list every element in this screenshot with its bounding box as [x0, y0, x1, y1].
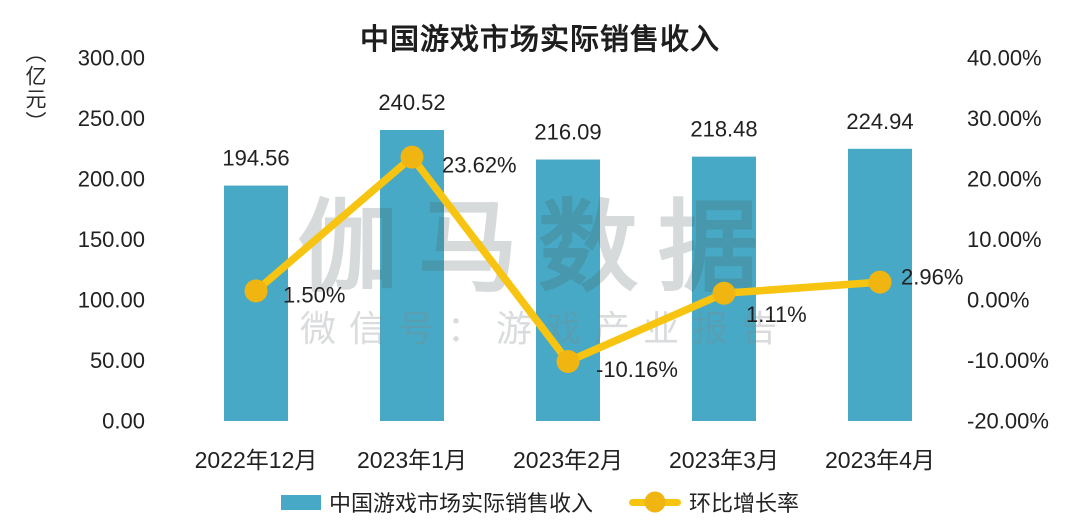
legend-line-label: 环比增长率 — [689, 491, 800, 516]
watermark-brand: 伽马数据 — [298, 192, 778, 304]
right-axis-tick-1: 30.00% — [967, 106, 1042, 131]
growth-value-label-1: 23.62% — [442, 153, 517, 178]
right-axis-tick-4: 0.00% — [967, 288, 1029, 313]
growth-marker-2 — [556, 349, 580, 373]
legend-bar-swatch-icon — [280, 494, 321, 510]
x-axis-label-1: 2023年1月 — [357, 447, 467, 473]
right-axis-tick-2: 20.00% — [967, 167, 1042, 192]
legend: 中国游戏市场实际销售收入 环比增长率 — [0, 486, 1080, 518]
legend-bar-label: 中国游戏市场实际销售收入 — [328, 491, 593, 516]
growth-value-label-0: 1.50% — [283, 282, 345, 307]
left-axis-tick-2: 200.00 — [78, 167, 145, 192]
bar-0 — [224, 185, 288, 421]
bar-2 — [536, 159, 600, 421]
legend-item-growth-rate: 环比增长率 — [629, 486, 799, 518]
x-axis-label-3: 2023年3月 — [669, 447, 779, 473]
bar-value-label-2: 216.09 — [534, 120, 601, 145]
legend-line-swatch-icon — [629, 491, 681, 513]
growth-value-label-2: -10.16% — [596, 357, 678, 382]
left-axis-tick-4: 100.00 — [78, 288, 145, 313]
right-axis-tick-5: -10.00% — [967, 348, 1049, 373]
growth-marker-1 — [400, 145, 424, 169]
growth-marker-4 — [868, 270, 892, 294]
left-axis-tick-6: 0.00 — [102, 409, 145, 434]
growth-value-label-4: 2.96% — [901, 265, 963, 290]
left-axis-tick-0: 300.00 — [78, 46, 145, 71]
growth-marker-0 — [244, 279, 268, 303]
x-axis-label-2: 2023年2月 — [513, 447, 623, 473]
growth-marker-3 — [712, 281, 736, 305]
bar-value-label-4: 224.94 — [846, 109, 913, 134]
x-axis-label-4: 2023年4月 — [825, 447, 935, 473]
growth-value-label-3: 1.11% — [746, 302, 807, 327]
bar-value-label-0: 194.56 — [222, 146, 289, 171]
left-axis-tick-5: 50.00 — [90, 348, 145, 373]
right-axis-tick-6: -20.00% — [967, 409, 1049, 434]
left-axis-tick-1: 250.00 — [78, 106, 145, 131]
right-axis-tick-3: 10.00% — [967, 227, 1042, 252]
y-axis-unit-label: （亿元） — [23, 42, 46, 134]
legend-item-revenue: 中国游戏市场实际销售收入 — [280, 486, 593, 518]
legend-line-marker-icon — [644, 491, 666, 513]
left-axis-tick-3: 150.00 — [78, 227, 145, 252]
right-axis-tick-0: 40.00% — [967, 46, 1042, 71]
bar-value-label-3: 218.48 — [690, 117, 757, 142]
chart-title: 中国游戏市场实际销售收入 — [359, 24, 720, 56]
bar-value-label-1: 240.52 — [378, 90, 445, 115]
x-axis-label-0: 2022年12月 — [195, 447, 318, 473]
